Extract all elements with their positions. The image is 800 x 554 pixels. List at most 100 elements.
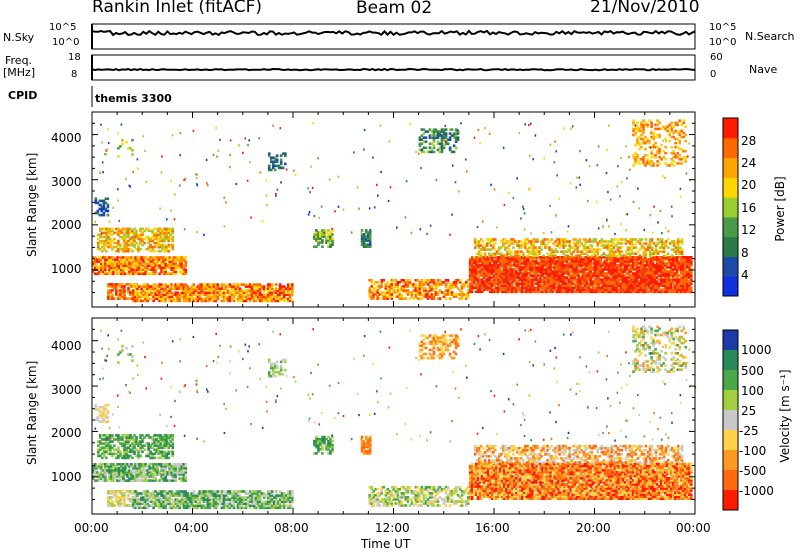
power-cell — [531, 280, 534, 283]
power-cell — [250, 295, 254, 299]
power-cell — [671, 215, 673, 218]
power-cell — [94, 220, 97, 224]
power-cell — [517, 256, 520, 259]
power-cell — [630, 240, 634, 243]
power-cell — [432, 146, 436, 150]
velocity-cell — [176, 471, 179, 474]
power-cell — [519, 264, 522, 267]
velocity-cell — [136, 465, 139, 468]
power-cell — [551, 280, 554, 283]
power-cell — [252, 289, 256, 292]
power-cell — [178, 287, 181, 290]
power-cell — [629, 268, 633, 271]
power-cell — [632, 246, 636, 249]
power-cell — [627, 280, 631, 283]
power-cell — [562, 244, 565, 247]
power-cell — [165, 249, 168, 253]
power-cell — [647, 258, 651, 261]
power-cell — [226, 299, 230, 303]
power-cell — [105, 153, 108, 156]
power-cell — [170, 266, 173, 269]
power-cell — [547, 290, 550, 294]
power-cell — [129, 241, 132, 245]
power-cell — [434, 134, 438, 137]
power-cell — [625, 282, 629, 285]
power-cell — [475, 240, 479, 243]
power-cell — [626, 246, 630, 249]
velocity-cell — [102, 477, 105, 480]
velocity-cell — [120, 463, 123, 466]
power-cell — [137, 237, 140, 241]
power-cell — [144, 149, 146, 152]
power-cell — [586, 250, 590, 253]
power-cell — [633, 290, 637, 294]
power-cell — [507, 276, 510, 279]
power-cell — [559, 256, 562, 259]
power-cell — [645, 280, 649, 283]
power-cell — [656, 160, 659, 163]
power-cell — [493, 260, 496, 263]
power-cell — [672, 164, 675, 167]
velocity-cell — [108, 471, 111, 474]
power-cell — [258, 137, 260, 140]
power-cell — [278, 295, 282, 299]
power-cell — [614, 254, 618, 257]
power-cell — [619, 270, 623, 273]
power-cell — [328, 178, 331, 181]
power-cell — [615, 268, 619, 271]
power-cell — [389, 186, 392, 189]
power-cell — [161, 243, 164, 247]
power-cell — [154, 289, 157, 292]
velocity-cell — [170, 465, 173, 468]
velocity-cell — [130, 477, 133, 480]
power-cell — [686, 262, 689, 265]
power-cell — [587, 256, 591, 259]
power-cell — [138, 256, 141, 259]
power-cell — [607, 256, 611, 259]
power-cell — [575, 264, 578, 267]
power-cell — [643, 272, 647, 275]
power-cell — [621, 270, 625, 273]
power-cell — [493, 278, 496, 281]
power-cell — [629, 260, 633, 263]
power-cell — [154, 293, 157, 297]
power-cell — [254, 295, 258, 299]
power-cell — [134, 297, 137, 301]
power-cell — [157, 237, 160, 241]
power-cell — [515, 274, 518, 277]
power-cell — [616, 248, 620, 251]
power-cell — [539, 272, 542, 275]
power-cell — [611, 288, 615, 292]
power-cell — [588, 165, 591, 168]
power-cell — [456, 136, 460, 139]
power-cell — [688, 288, 691, 292]
power-cell — [266, 299, 270, 303]
power-cell — [563, 276, 566, 279]
power-cell — [591, 284, 595, 287]
power-cell — [422, 136, 426, 139]
power-cell — [633, 274, 637, 277]
power-cell — [525, 272, 528, 275]
power-cell — [690, 278, 693, 281]
power-cell — [380, 171, 382, 174]
power-cell — [555, 260, 558, 263]
power-cell — [646, 137, 649, 141]
power-cell — [608, 246, 612, 249]
power-cell — [128, 266, 131, 269]
power-cell — [527, 276, 530, 279]
power-cell — [99, 235, 102, 239]
power-cell — [158, 289, 161, 292]
power-cell — [164, 262, 167, 265]
power-cell — [104, 207, 108, 211]
power-cell — [501, 284, 504, 287]
power-cell — [196, 183, 198, 186]
power-cell — [597, 258, 601, 261]
power-cell — [506, 252, 509, 255]
power-cell — [172, 268, 175, 271]
power-cell — [494, 248, 497, 251]
power-cell — [406, 293, 410, 296]
power-cell — [608, 250, 612, 253]
power-cell — [539, 282, 542, 285]
power-cell — [662, 248, 666, 251]
power-cell — [631, 284, 635, 287]
